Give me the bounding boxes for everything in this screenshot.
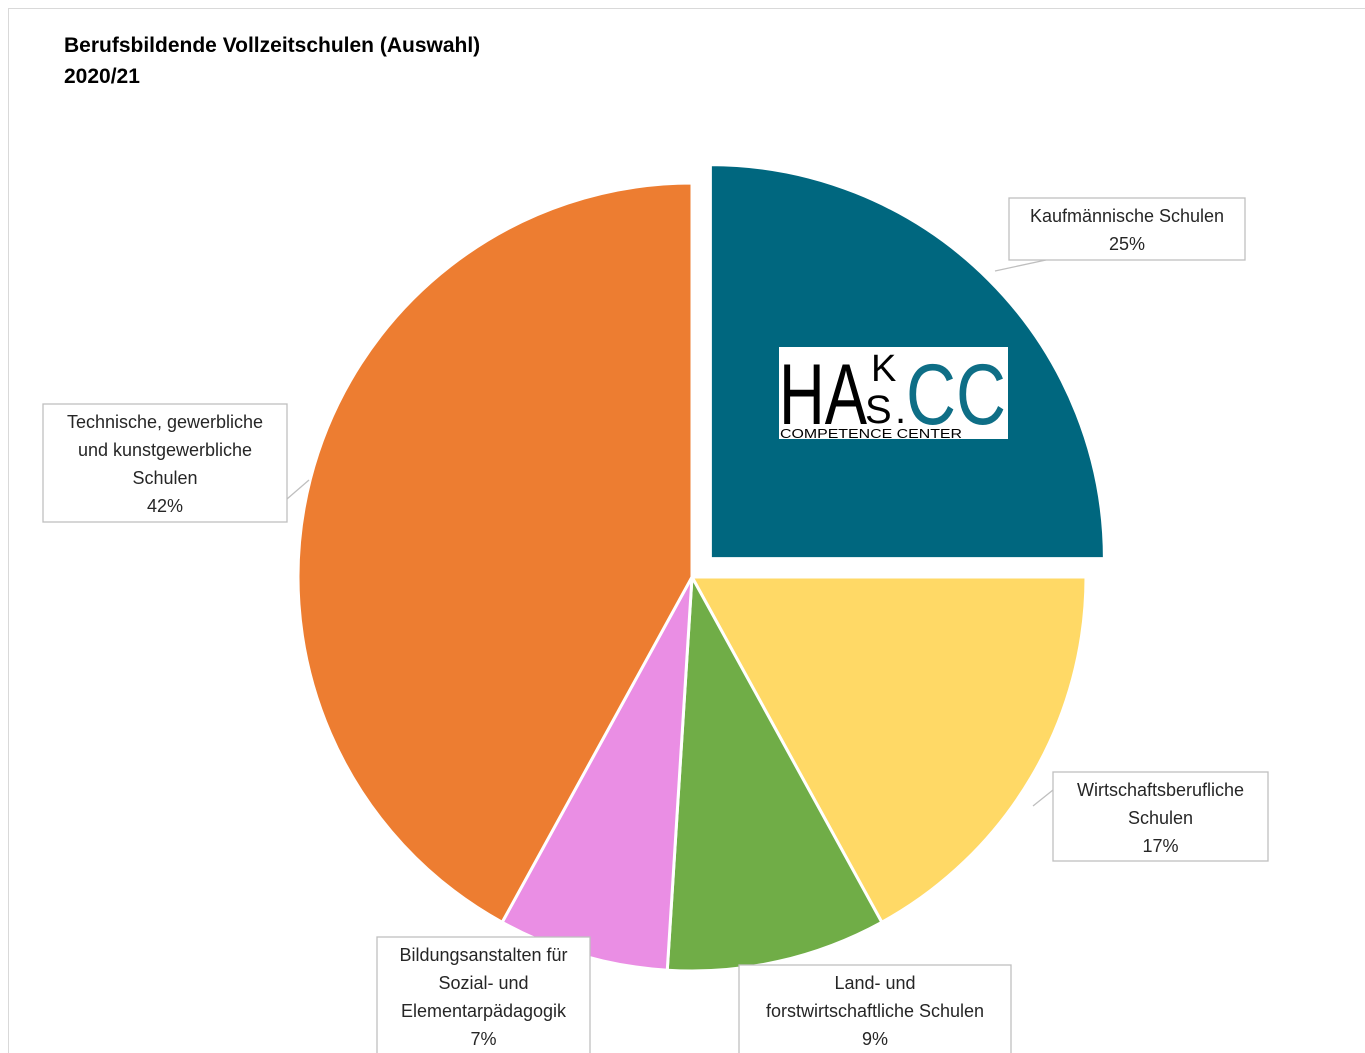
logo-subtitle-text: COMPETENCE CENTER [780,426,962,439]
data-label-text-4: und kunstgewerbliche [78,440,252,460]
data-label-text-0: Kaufmännische Schulen [1030,206,1224,226]
leader-line-1 [1032,789,1054,807]
logo-ha-text: HA [779,347,867,439]
data-label-2: Land- und forstwirtschaftliche Schulen 9% [738,964,1012,1053]
data-label-text-4: Technische, gewerbliche [67,412,263,432]
pie-slice-2 [665,571,884,973]
data-label-1: Wirtschaftsberufliche Schulen 17% [1032,771,1269,862]
data-label-box-2 [738,964,1012,1053]
pie-slices [296,163,1106,973]
data-label-text-3: Bildungsanstalten für [399,945,567,965]
data-label-text-2: forstwirtschaftliche Schulen [766,1001,984,1021]
data-label-box-4 [42,403,288,523]
leader-line-0 [994,259,1047,272]
leader-line-4 [286,479,310,500]
data-label-value-1: 17% [1142,836,1178,856]
data-label-value-3: 7% [470,1029,496,1049]
data-label-box-3 [376,936,591,1053]
data-label-text-1: Schulen [1128,808,1193,828]
pie-slice-1 [689,575,1088,925]
chart-title-line-1: Berufsbildende Vollzeitschulen (Auswahl) [64,34,481,57]
data-labels: Kaufmännische Schulen 25% Wirtschaftsberuf… [42,197,1269,1053]
logo-dot-text: . [895,388,906,432]
chart-frame [8,8,1365,1053]
data-label-text-1: Wirtschaftsberufliche [1077,780,1244,800]
logo-s-text: S [865,388,892,432]
data-label-box-1 [1052,771,1269,862]
logo-cc-text: CC [906,347,1006,439]
data-label-text-2: Land- und [834,973,915,993]
data-label-value-4: 42% [147,496,183,516]
logo-k-text: K [871,348,896,390]
data-label-0: Kaufmännische Schulen 25% [994,197,1246,272]
chart-title: Berufsbildende Vollzeitschulen (Auswahl)… [64,30,480,92]
data-label-text-4: Schulen [132,468,197,488]
pie-slice-4 [296,181,694,925]
chart-title-line-2: 2020/21 [64,65,140,88]
data-label-3: Bildungsanstalten für Sozial- und Elementa… [376,936,591,1053]
data-label-box-0 [1008,197,1246,261]
data-label-value-2: 9% [862,1029,888,1049]
hakscc-logo: HA K S . CC COMPETENCE CENTER [779,347,1008,439]
data-label-value-0: 25% [1109,234,1145,254]
data-label-text-3: Elementarpädagogik [401,1001,567,1021]
data-label-4: Technische, gewerbliche und kunstgewerbli… [42,403,310,523]
data-label-text-3: Sozial- und [438,973,528,993]
